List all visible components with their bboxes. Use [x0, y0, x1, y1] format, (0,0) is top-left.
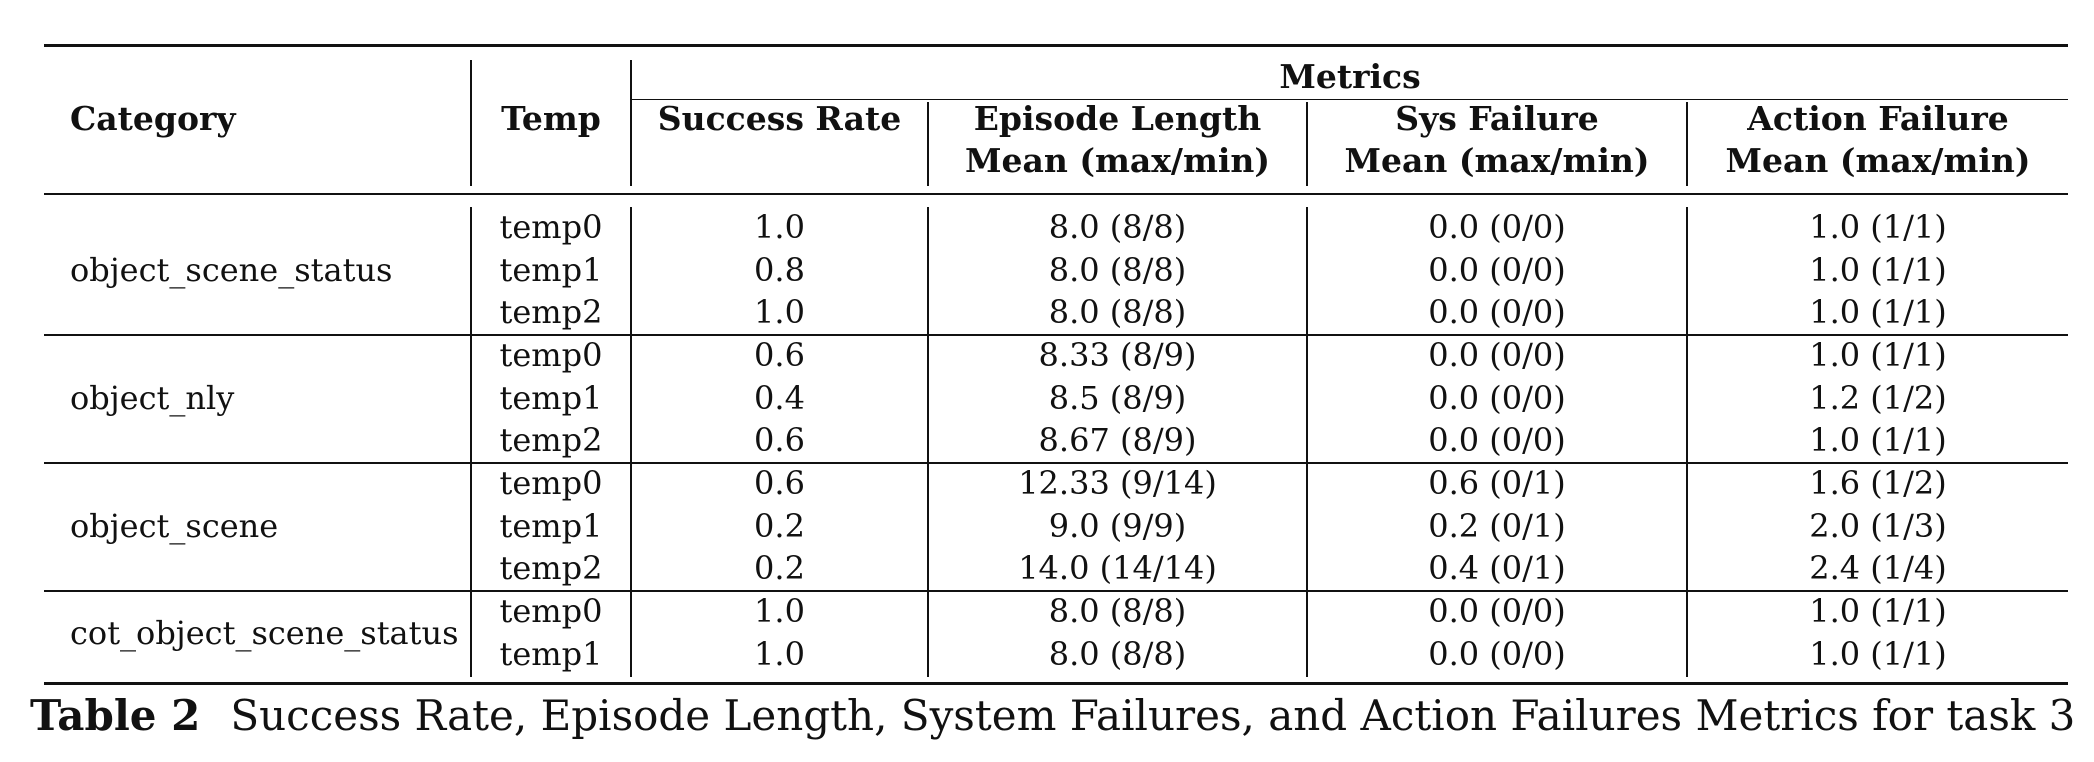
cell-temp: temp2	[499, 293, 603, 331]
header-category: Category	[70, 99, 236, 138]
cell-temp: temp2	[499, 421, 603, 459]
cell-episode: 8.67 (8/9)	[1038, 421, 1197, 459]
cell-temp: temp1	[499, 507, 603, 545]
vrule-header-ep	[1306, 102, 1308, 186]
vrule-body-sr	[927, 207, 929, 677]
cell-success: 0.2	[754, 549, 805, 587]
cell-action: 1.0 (1/1)	[1809, 293, 1947, 331]
header-success-rate: Success Rate	[657, 99, 902, 138]
cell-sys: 0.2 (0/1)	[1428, 507, 1566, 545]
cell-action: 1.0 (1/1)	[1809, 251, 1947, 289]
cell-temp: temp1	[499, 635, 603, 673]
cell-success: 0.6	[754, 336, 805, 374]
vrule-body-sys	[1686, 207, 1688, 677]
cell-episode: 8.0 (8/8)	[1048, 293, 1187, 331]
cell-sys: 0.6 (0/1)	[1428, 464, 1566, 502]
cell-episode: 8.5 (8/9)	[1048, 379, 1187, 417]
header-rule	[44, 193, 2068, 195]
top-rule	[44, 44, 2068, 47]
header-episode-length-sub: Mean (max/min)	[964, 141, 1271, 180]
cell-episode: 12.33 (9/14)	[1018, 464, 1217, 502]
cell-temp: temp0	[499, 208, 603, 246]
table-caption: Table 2 Success Rate, Episode Length, Sys…	[30, 690, 2075, 742]
cell-episode: 9.0 (9/9)	[1048, 507, 1187, 545]
vrule-header-sys	[1686, 102, 1688, 186]
caption-text: Success Rate, Episode Length, System Fai…	[230, 691, 2076, 740]
group-rule-1	[44, 334, 2068, 336]
cell-success: 0.2	[754, 507, 805, 545]
cell-temp: temp1	[499, 251, 603, 289]
cell-sys: 0.0 (0/0)	[1428, 635, 1566, 673]
cell-temp: temp0	[499, 592, 603, 630]
cell-sys: 0.0 (0/0)	[1428, 421, 1566, 459]
vrule-body-ep	[1306, 207, 1308, 677]
header-sys-failure-sub: Mean (max/min)	[1344, 141, 1650, 180]
cell-success: 1.0	[754, 293, 805, 331]
cell-sys: 0.0 (0/0)	[1428, 208, 1566, 246]
cell-temp: temp0	[499, 336, 603, 374]
cell-sys: 0.0 (0/0)	[1428, 379, 1566, 417]
category-label: object_nly	[70, 379, 235, 417]
cell-temp: temp0	[499, 464, 603, 502]
header-episode-length: Episode Length	[973, 99, 1262, 138]
group-rule-3	[44, 590, 2068, 592]
cell-success: 1.0	[754, 635, 805, 673]
category-label: cot_object_scene_status	[70, 614, 459, 652]
cell-action: 1.0 (1/1)	[1809, 592, 1947, 630]
cell-action: 2.0 (1/3)	[1809, 507, 1947, 545]
cell-action: 2.4 (1/4)	[1809, 549, 1947, 587]
cell-sys: 0.0 (0/0)	[1428, 251, 1566, 289]
header-action-failure: Action Failure	[1747, 99, 2009, 138]
cell-sys: 0.0 (0/0)	[1428, 336, 1566, 374]
cell-action: 1.2 (1/2)	[1809, 379, 1947, 417]
header-temp: Temp	[501, 99, 601, 138]
cell-action: 1.0 (1/1)	[1809, 208, 1947, 246]
cell-temp: temp1	[499, 379, 603, 417]
vrule-header-temp	[630, 60, 632, 186]
cell-sys: 0.0 (0/0)	[1428, 592, 1566, 630]
cell-episode: 8.0 (8/8)	[1048, 635, 1187, 673]
group-rule-2	[44, 462, 2068, 464]
cell-action: 1.6 (1/2)	[1809, 464, 1947, 502]
cell-episode: 14.0 (14/14)	[1018, 549, 1217, 587]
cell-episode: 8.0 (8/8)	[1048, 592, 1187, 630]
vrule-body-cat	[470, 207, 472, 677]
category-label: object_scene_status	[70, 251, 393, 289]
vrule-header-cat	[470, 60, 472, 186]
category-label: object_scene	[70, 507, 279, 545]
vrule-header-sr	[927, 102, 929, 186]
vrule-body-temp	[630, 207, 632, 677]
cell-episode: 8.0 (8/8)	[1048, 251, 1187, 289]
cell-episode: 8.0 (8/8)	[1048, 208, 1187, 246]
cell-success: 0.8	[754, 251, 805, 289]
cell-sys: 0.0 (0/0)	[1428, 293, 1566, 331]
cell-action: 1.0 (1/1)	[1809, 336, 1947, 374]
cell-action: 1.0 (1/1)	[1809, 421, 1947, 459]
cell-sys: 0.4 (0/1)	[1428, 549, 1566, 587]
cell-success: 1.0	[754, 208, 805, 246]
cell-action: 1.0 (1/1)	[1809, 635, 1947, 673]
header-sys-failure: Sys Failure	[1395, 99, 1599, 138]
cell-episode: 8.33 (8/9)	[1038, 336, 1197, 374]
cell-success: 0.4	[754, 379, 805, 417]
cell-success: 0.6	[754, 421, 805, 459]
cell-temp: temp2	[499, 549, 603, 587]
bottom-rule	[44, 682, 2068, 685]
header-action-failure-sub: Mean (max/min)	[1725, 141, 2031, 180]
cell-success: 0.6	[754, 464, 805, 502]
header-metrics: Metrics	[1279, 57, 1421, 96]
cell-success: 1.0	[754, 592, 805, 630]
metrics-underline	[631, 99, 2068, 100]
caption-label: Table 2	[30, 691, 201, 740]
